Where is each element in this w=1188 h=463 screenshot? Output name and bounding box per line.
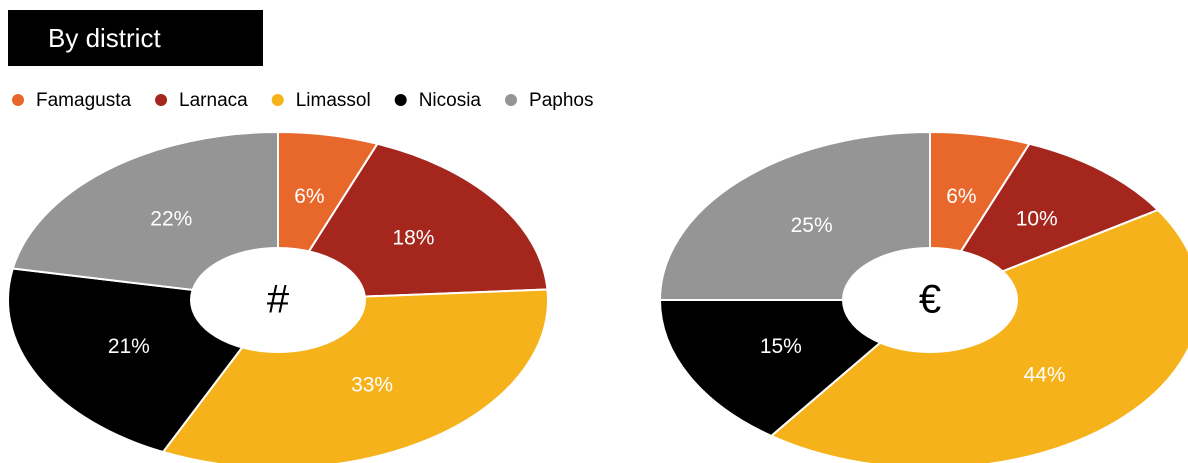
title: By district bbox=[48, 23, 161, 53]
legend-label: Nicosia bbox=[419, 90, 482, 111]
title-box bbox=[8, 10, 263, 66]
value-label: 33% bbox=[351, 374, 393, 397]
value-label: 6% bbox=[946, 185, 976, 208]
pie-slice bbox=[658, 130, 931, 301]
value-label: 10% bbox=[1016, 207, 1058, 230]
legend-dot bbox=[505, 94, 518, 106]
center-label: € bbox=[919, 278, 941, 322]
donut-hole bbox=[842, 247, 1018, 353]
value-label: 15% bbox=[760, 335, 802, 358]
legend-dot bbox=[155, 94, 168, 106]
value-label: 18% bbox=[392, 226, 434, 249]
legend-dot bbox=[12, 94, 24, 106]
donut-hole bbox=[190, 247, 366, 353]
pie-slice bbox=[276, 142, 549, 302]
legend-label: Larnaca bbox=[179, 90, 248, 111]
legend-label: Famagusta bbox=[36, 90, 131, 111]
value-label: 22% bbox=[150, 207, 192, 230]
legend-dot bbox=[271, 94, 284, 106]
center-label: # bbox=[267, 278, 290, 322]
legend-dot bbox=[394, 94, 407, 106]
value-label: 6% bbox=[294, 185, 324, 208]
value-label: 21% bbox=[108, 335, 150, 358]
legend-label: Paphos bbox=[529, 90, 593, 111]
pie-slice bbox=[11, 130, 279, 302]
legend-label: Limassol bbox=[296, 90, 371, 111]
value-label: 25% bbox=[791, 214, 833, 237]
value-label: 44% bbox=[1024, 363, 1066, 386]
